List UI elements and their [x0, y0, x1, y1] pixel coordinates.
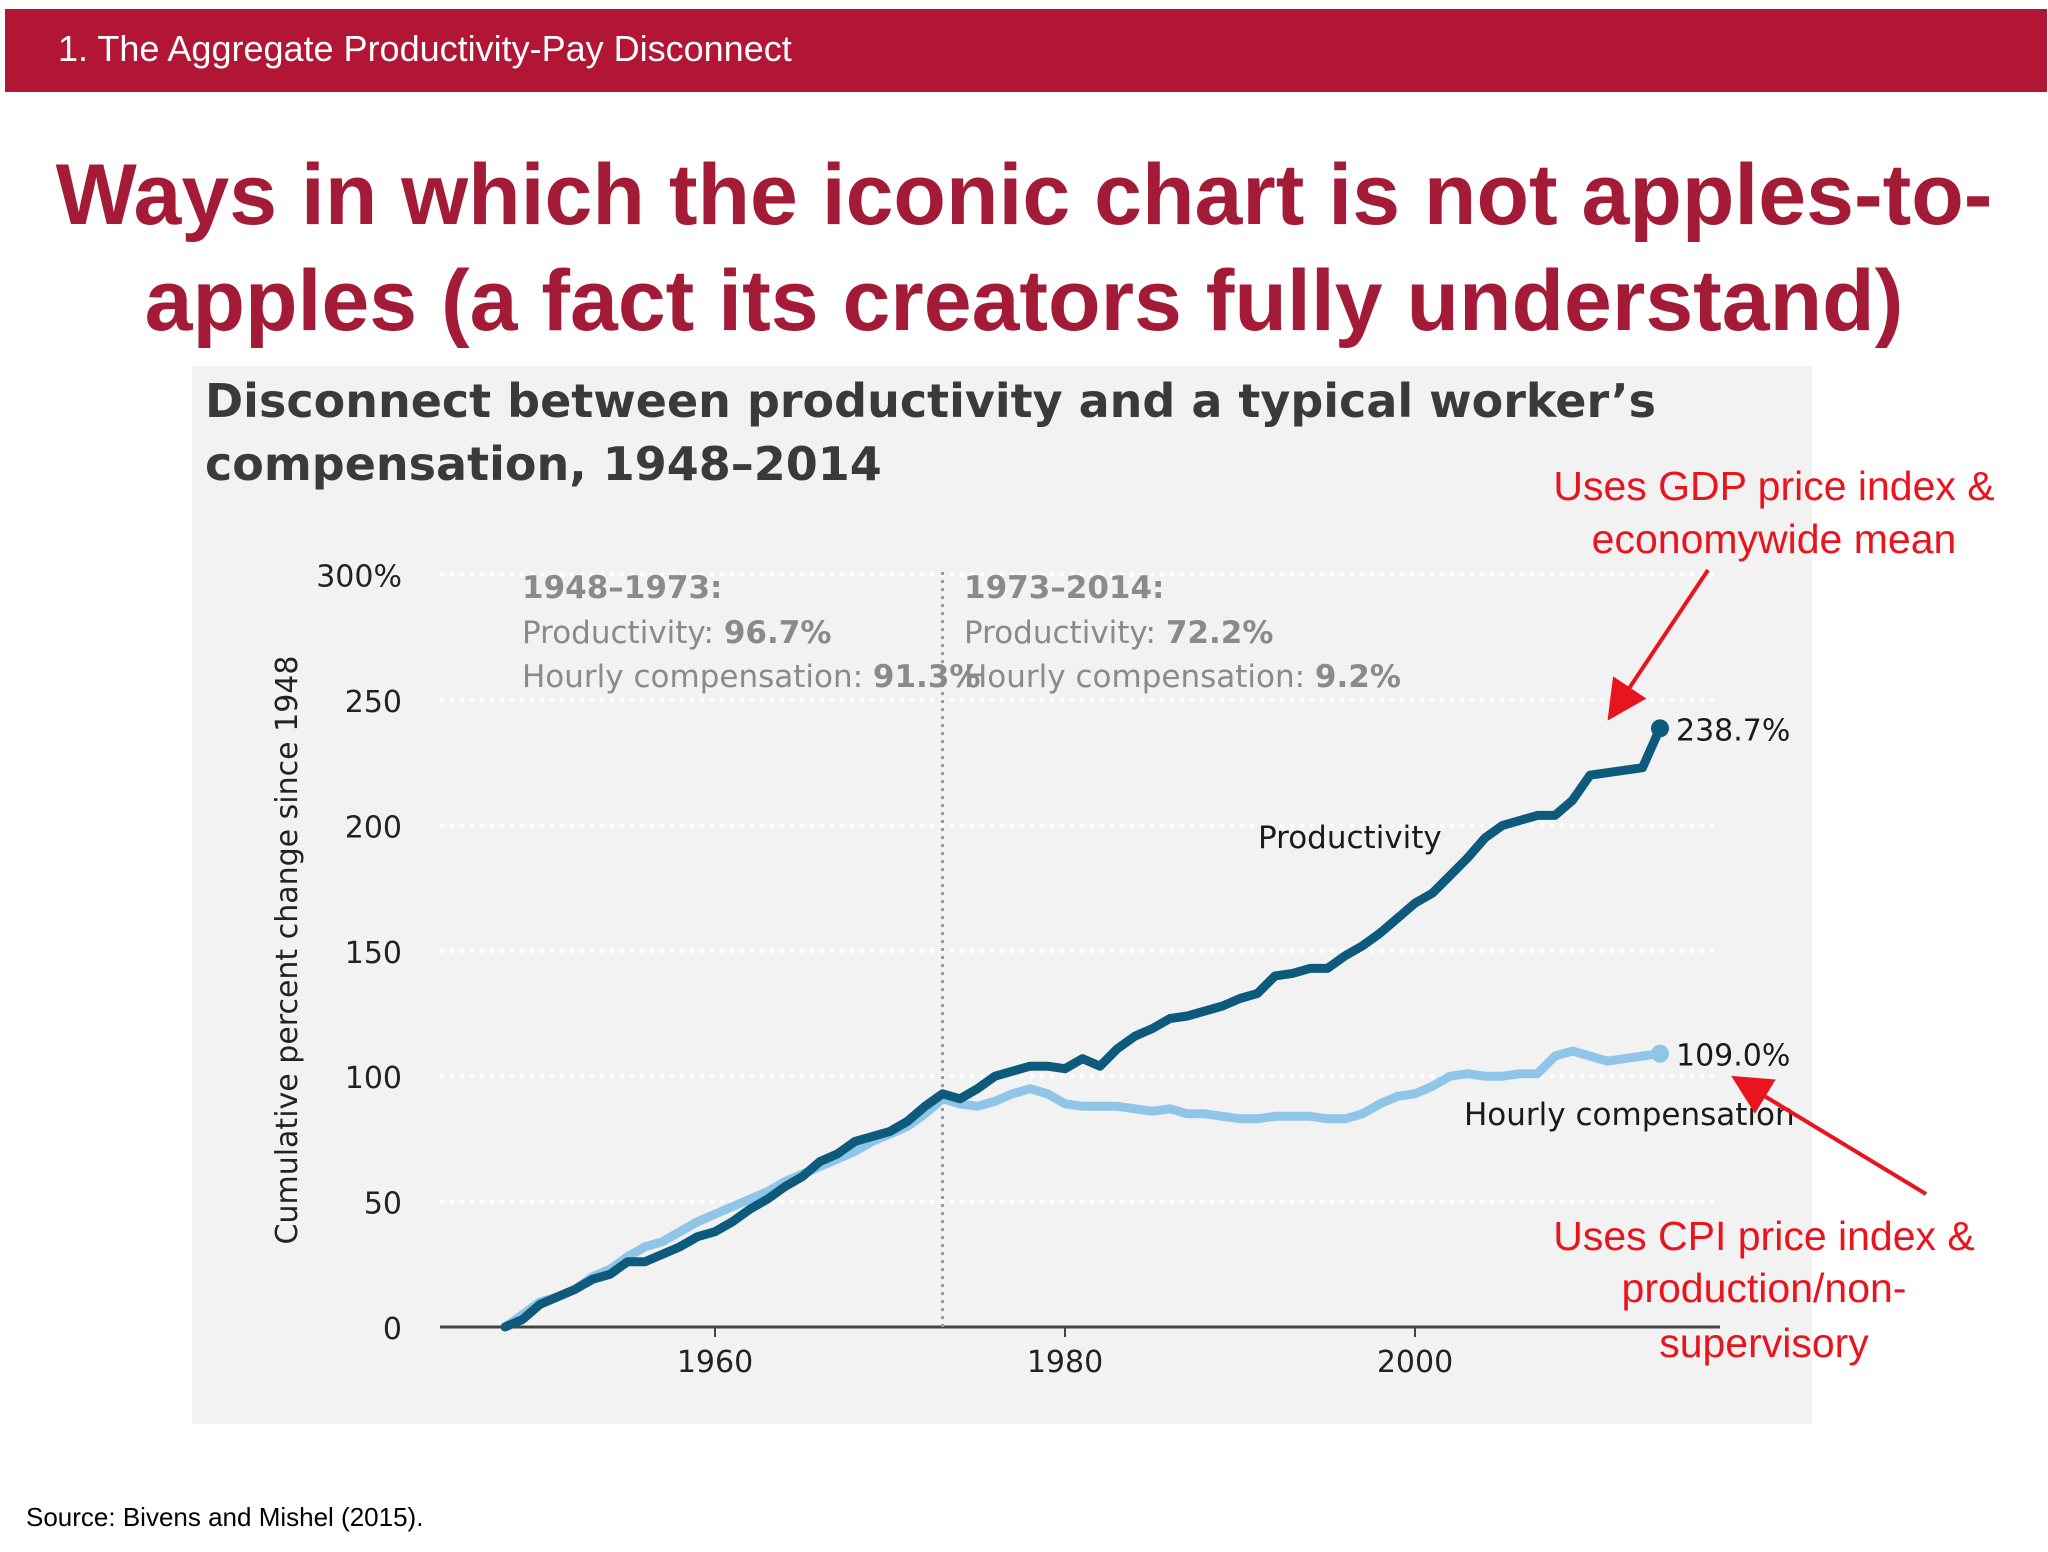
grid: [440, 572, 1720, 1329]
annotation-bottom-line1: Uses CPI price index &: [1553, 1213, 1975, 1259]
period1-comp-label: Hourly compensation:: [522, 659, 873, 695]
series-line-hourly-compensation: [500, 1046, 1665, 1332]
x-tick-label: 1980: [1027, 1345, 1103, 1380]
period1-productivity: Productivity: 96.7%: [522, 615, 831, 651]
period2-comp-value: 9.2%: [1315, 659, 1401, 695]
period2-productivity: Productivity: 72.2%: [964, 615, 1273, 651]
x-tick-label: 1960: [677, 1345, 753, 1380]
y-tick-label: 200: [345, 810, 402, 845]
annotation-top-line1: Uses GDP price index &: [1553, 463, 1994, 509]
section-label: 1. The Aggregate Productivity-Pay Discon…: [58, 28, 792, 69]
chart-title-line1: Disconnect between productivity and a ty…: [205, 374, 1656, 428]
series: 109.0% 238.7%: [500, 713, 1790, 1332]
period2-heading: 1973–2014:: [964, 570, 1164, 606]
annotation-top: Uses GDP price index & economywide mean: [1553, 463, 1994, 562]
series-end-label: 109.0%: [1676, 1039, 1790, 1074]
y-axis-label: Cumulative percent change since 1948: [270, 656, 305, 1245]
period1-prod-label: Productivity:: [522, 615, 724, 651]
slide-title-line2: apples (a fact its creators fully unders…: [144, 253, 1904, 349]
y-tick-label: 50: [364, 1187, 402, 1222]
y-tick-label: 0: [383, 1312, 402, 1347]
period2-compensation: Hourly compensation: 9.2%: [964, 659, 1401, 695]
period2-prod-value: 72.2%: [1166, 615, 1274, 651]
x-axis: 1960 1980 2000: [677, 1327, 1453, 1380]
annotation-bottom-arrow: [1731, 1075, 1928, 1196]
series-line-productivity: [500, 723, 1665, 1332]
series-end-point: [1651, 1044, 1669, 1063]
annotation-bottom-line3: supervisory: [1659, 1320, 1869, 1366]
y-tick-label: 250: [345, 685, 402, 720]
chart-title-line2: compensation, 1948–2014: [205, 437, 882, 491]
period1-prod-value: 96.7%: [724, 615, 832, 651]
period2-comp-label: Hourly compensation:: [964, 659, 1315, 695]
series-label-hourly-compensation: Hourly compensation: [1464, 1097, 1795, 1133]
slide-title: Ways in which the iconic chart is not ap…: [0, 142, 2048, 354]
annotation-top-arrow: [1607, 568, 1710, 721]
annotation-top-line2: economywide mean: [1592, 516, 1957, 562]
y-tick-label: 100: [345, 1061, 402, 1096]
period1-comp-value: 91.3%: [873, 659, 981, 695]
period1-compensation: Hourly compensation: 91.3%: [522, 659, 980, 695]
x-tick-label: 2000: [1377, 1345, 1453, 1380]
period2-text: 1973–2014: Productivity: 72.2% Hourly co…: [964, 570, 1401, 695]
series-end-point: [1651, 719, 1669, 738]
source-note: Source: Bivens and Mishel (2015).: [26, 1502, 424, 1532]
y-axis: 300% 250 200 150 100 50 0: [316, 560, 402, 1347]
slide-title-line1: Ways in which the iconic chart is not ap…: [55, 147, 1993, 243]
chart-panel: [192, 366, 1812, 1424]
period1-text: 1948–1973: Productivity: 96.7% Hourly co…: [522, 570, 980, 695]
y-tick-label: 150: [345, 936, 402, 971]
period1-heading: 1948–1973:: [522, 570, 722, 606]
series-end-label: 238.7%: [1676, 713, 1790, 748]
period2-prod-label: Productivity:: [964, 615, 1166, 651]
annotation-bottom: Uses CPI price index & production/non- s…: [1553, 1213, 1975, 1366]
series-label-productivity: Productivity: [1258, 820, 1442, 856]
header-bar: [5, 9, 2047, 92]
annotation-bottom-line2: production/non-: [1622, 1265, 1907, 1311]
y-tick-label: 300%: [316, 560, 402, 595]
